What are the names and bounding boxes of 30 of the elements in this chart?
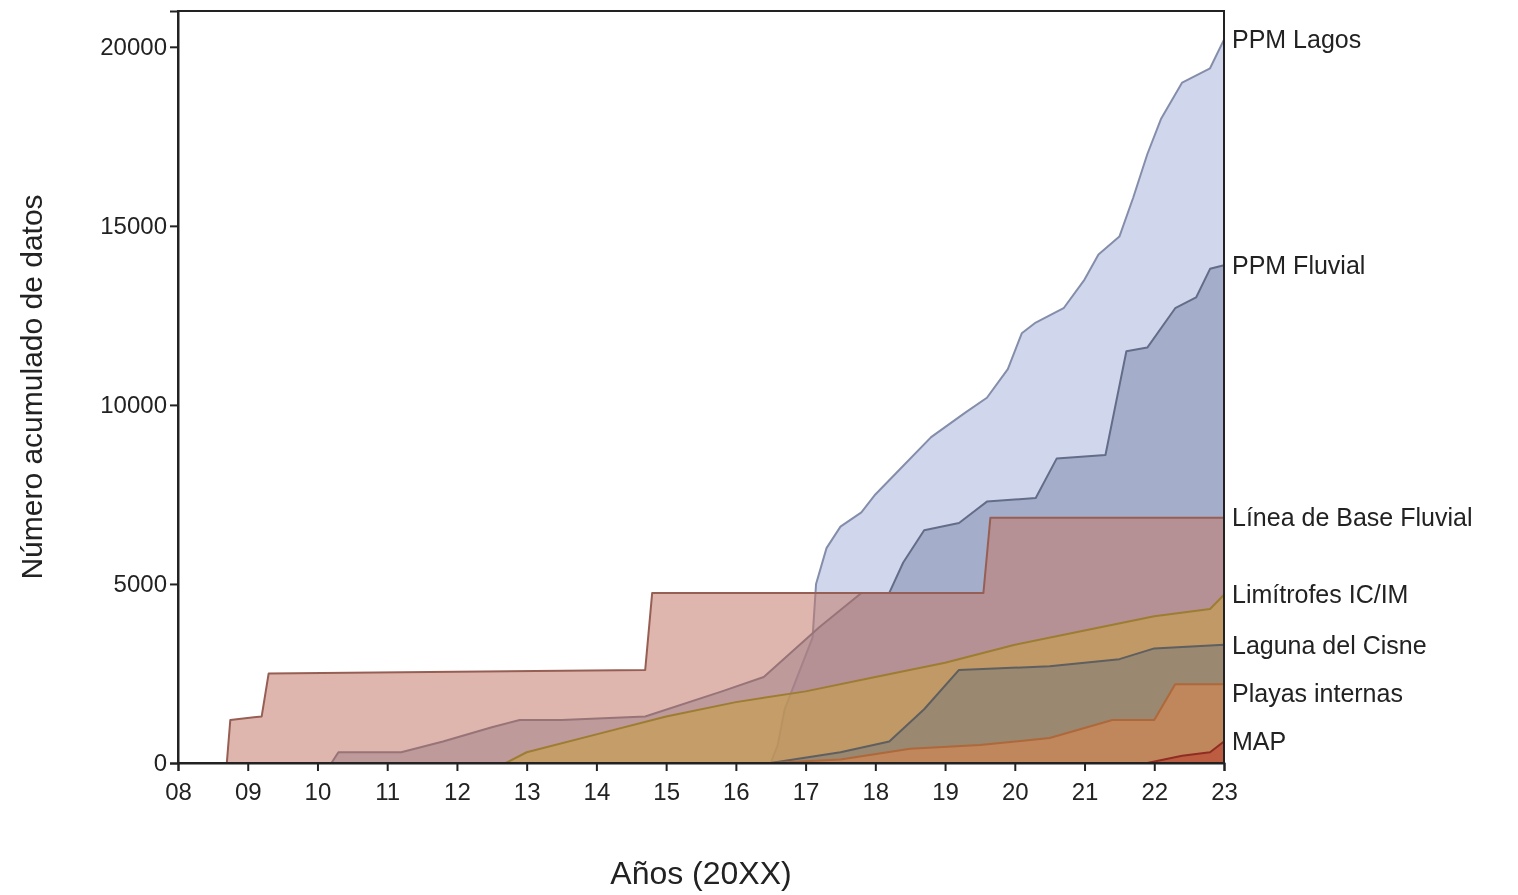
x-tick-label: 10 <box>304 778 332 806</box>
series-label: Línea de Base Fluvial <box>1232 503 1473 532</box>
x-tick-label: 21 <box>1071 778 1099 806</box>
x-tick-label: 19 <box>932 778 959 806</box>
x-tick-label: 12 <box>444 778 471 806</box>
x-tick-label: 20 <box>1001 778 1029 806</box>
y-tick-label: 0 <box>153 749 167 777</box>
series-label: PPM Fluvial <box>1232 251 1366 279</box>
x-axis-title: Años (20XX) <box>610 855 792 891</box>
x-tick-label: 14 <box>583 778 611 806</box>
y-tick-label: 5000 <box>113 570 167 598</box>
y-tick-label: 10000 <box>100 391 167 419</box>
x-tick-label: 16 <box>723 778 750 806</box>
y-axis-title: Número acumulado de datos <box>15 194 48 580</box>
x-tick-label: 22 <box>1141 778 1169 806</box>
x-tick-label: 15 <box>653 778 680 806</box>
y-tick-label: 15000 <box>100 212 167 240</box>
x-tick-label: 13 <box>513 778 541 806</box>
series-label: Laguna del Cisne <box>1232 630 1427 659</box>
x-tick-label: 11 <box>375 778 401 806</box>
x-tick-label: 17 <box>792 778 820 806</box>
x-tick-label: 09 <box>234 778 262 806</box>
x-tick-label: 23 <box>1211 778 1238 806</box>
x-tick-label: 18 <box>862 778 890 806</box>
y-tick-label: 20000 <box>100 32 167 60</box>
series-label: Playas internas <box>1232 678 1403 707</box>
series-label: MAP <box>1232 727 1287 756</box>
series-label: PPM Lagos <box>1232 25 1362 54</box>
series-label: Limítrofes IC/IM <box>1232 580 1409 609</box>
x-tick-label: 08 <box>165 778 192 806</box>
